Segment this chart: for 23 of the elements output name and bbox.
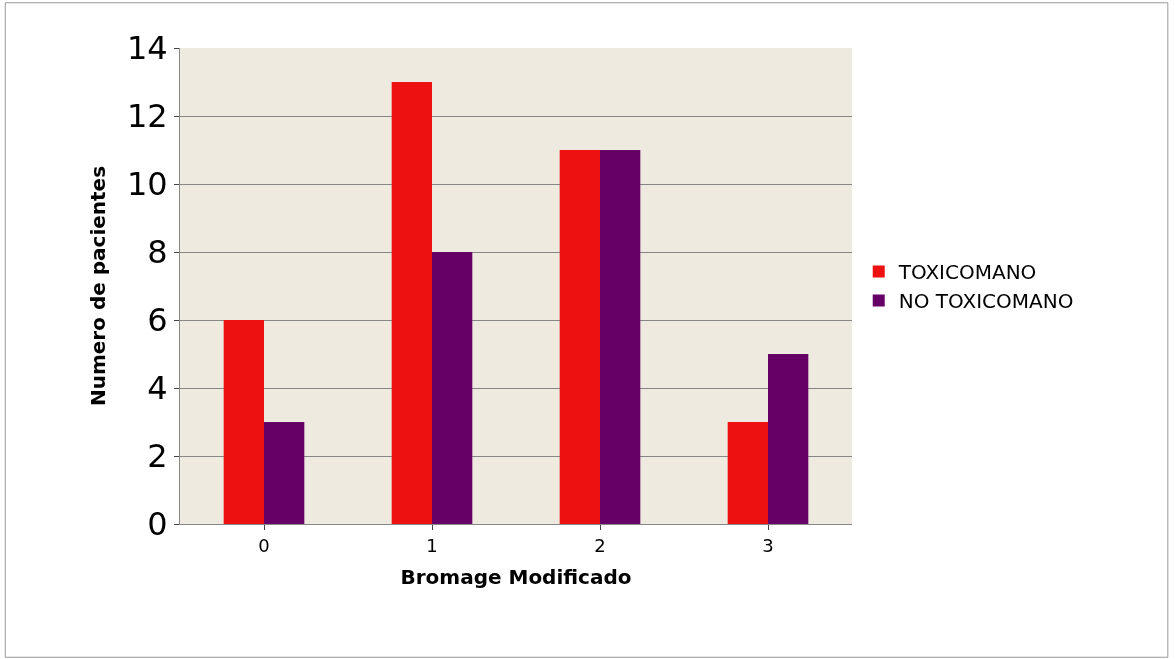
bar: [559, 150, 600, 524]
y-tick-label: 14: [126, 29, 168, 68]
y-tick-label: 4: [147, 369, 168, 408]
y-tick-label: 12: [126, 97, 168, 136]
bar: [223, 320, 264, 524]
x-tick-label: 0: [258, 534, 270, 556]
x-tick-label: 2: [594, 534, 606, 556]
legend-label: TOXICOMANO: [897, 260, 1037, 285]
y-axis-title: Numero de pacientes: [86, 165, 111, 407]
bar: [768, 354, 809, 524]
bar: [391, 82, 432, 524]
bar: [432, 252, 473, 524]
bar: [600, 150, 641, 524]
bar: [727, 422, 768, 524]
x-tick-label: 3: [762, 534, 774, 556]
legend-label: NO TOXICOMANO: [898, 289, 1074, 314]
y-tick-label: 10: [126, 165, 168, 204]
y-tick-label: 2: [147, 437, 168, 476]
y-tick-label: 6: [147, 301, 168, 340]
y-tick-label: 8: [147, 233, 168, 272]
x-axis-title: Bromage Modificado: [400, 565, 632, 590]
bar: [264, 422, 305, 524]
x-tick-label: 1: [426, 534, 438, 556]
